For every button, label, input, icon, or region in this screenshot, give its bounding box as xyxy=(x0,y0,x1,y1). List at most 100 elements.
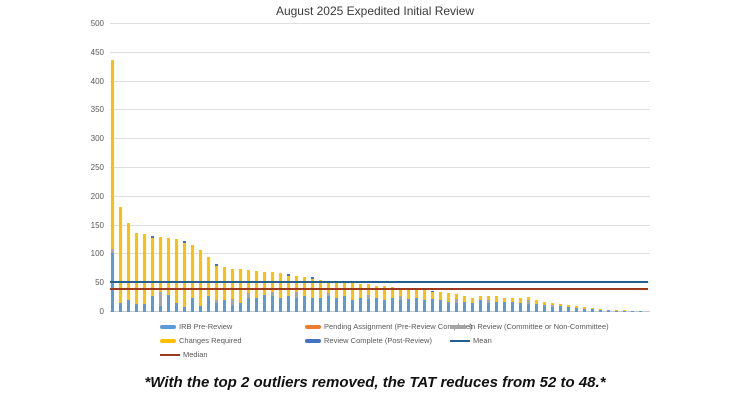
segment-changes-required xyxy=(439,291,442,301)
bar-stack xyxy=(631,310,634,312)
segment-irb-pre-review xyxy=(335,297,338,312)
bar-stack xyxy=(575,306,578,312)
gridline xyxy=(110,51,650,53)
segment-irb-pre-review xyxy=(583,309,586,312)
segment-irb-pre-review xyxy=(551,307,554,312)
y-axis-tick-label: 50 xyxy=(95,278,104,288)
gridline xyxy=(110,195,650,197)
bar-stack xyxy=(623,310,626,312)
legend-entry: Changes Required xyxy=(160,336,242,345)
segment-in-review-committee-or-non-committee xyxy=(367,294,370,300)
segment-changes-required xyxy=(239,269,242,304)
bar-stack xyxy=(495,296,498,312)
legend-label: Review Complete (Post-Review) xyxy=(324,336,432,345)
bar-stack xyxy=(111,60,114,312)
segment-changes-required xyxy=(279,272,282,298)
segment-changes-required xyxy=(575,306,578,308)
segment-changes-required xyxy=(175,238,178,303)
segment-changes-required xyxy=(567,305,570,308)
segment-irb-pre-review xyxy=(447,301,450,312)
legend-label: Mean xyxy=(473,336,492,345)
segment-changes-required xyxy=(327,280,330,293)
segment-irb-pre-review xyxy=(455,303,458,312)
bar-stack xyxy=(415,289,418,312)
segment-changes-required xyxy=(463,295,466,302)
bar-stack xyxy=(143,233,146,312)
segment-changes-required xyxy=(423,290,426,301)
segment-irb-pre-review xyxy=(367,299,370,312)
segment-changes-required xyxy=(199,250,202,307)
segment-irb-pre-review xyxy=(311,297,314,312)
segment-changes-required xyxy=(479,295,482,301)
bar-stack xyxy=(359,283,362,312)
segment-irb-pre-review xyxy=(223,300,226,312)
footnote: *With the top 2 outliers removed, the TA… xyxy=(144,374,606,391)
segment-review-complete-post-review xyxy=(215,264,218,266)
bar-stack xyxy=(535,300,538,312)
segment-changes-required xyxy=(111,60,114,250)
segment-changes-required xyxy=(607,309,610,311)
segment-irb-pre-review xyxy=(639,311,642,312)
segment-changes-required xyxy=(375,285,378,298)
plot-area: 0 50 100 150 200 250 300 350 400 450 500 xyxy=(91,20,650,316)
segment-irb-pre-review xyxy=(527,303,530,312)
bar-stack xyxy=(455,294,458,312)
segment-irb-pre-review xyxy=(599,310,602,312)
legend-row: Median xyxy=(160,350,720,364)
legend: IRB Pre-Review Pending Assignment (Pre-Re… xyxy=(160,322,720,364)
segment-changes-required xyxy=(527,297,530,300)
bar-stack xyxy=(527,297,530,312)
segment-changes-required xyxy=(303,276,306,296)
segment-irb-pre-review xyxy=(575,307,578,312)
segment-in-review-committee-or-non-committee xyxy=(551,304,554,308)
segment-irb-pre-review xyxy=(439,300,442,312)
bar-stack xyxy=(175,238,178,312)
bar-stack xyxy=(423,290,426,312)
segment-irb-pre-review xyxy=(271,295,274,312)
segment-changes-required xyxy=(231,268,234,299)
segment-irb-pre-review xyxy=(255,297,258,312)
legend-swatch-icon xyxy=(160,324,176,329)
segment-changes-required xyxy=(639,310,642,312)
y-axis-tick-label: 400 xyxy=(90,76,104,86)
segment-changes-required xyxy=(447,293,450,302)
segment-changes-required xyxy=(135,232,138,304)
segment-irb-pre-review xyxy=(519,302,522,312)
legend-entry: Pending Assignment (Pre-Review Complete) xyxy=(305,322,472,331)
segment-irb-pre-review xyxy=(479,300,482,312)
legend-row: Changes Required Review Complete (Post-Re… xyxy=(160,336,720,350)
segment-in-review-committee-or-non-committee xyxy=(399,295,402,301)
gridline xyxy=(110,224,650,226)
segment-irb-pre-review xyxy=(135,303,138,312)
segment-changes-required xyxy=(143,233,146,304)
segment-irb-pre-review xyxy=(423,300,426,312)
bar-stack xyxy=(287,274,290,312)
legend-entry: Review Complete (Post-Review) xyxy=(305,336,432,345)
segment-irb-pre-review xyxy=(127,299,130,312)
segment-in-review-committee-or-non-committee xyxy=(271,292,274,296)
segment-irb-pre-review xyxy=(431,299,434,312)
bar-stack xyxy=(127,222,130,312)
segment-changes-required xyxy=(495,296,498,302)
segment-irb-pre-review xyxy=(471,303,474,312)
bar-stack xyxy=(599,309,602,312)
bar-stack xyxy=(615,309,618,312)
legend-swatch-icon xyxy=(450,324,466,329)
segment-changes-required xyxy=(535,300,538,304)
segment-changes-required xyxy=(583,307,586,310)
bar-stack xyxy=(239,269,242,312)
bar-stack xyxy=(135,232,138,312)
bar-stack xyxy=(199,250,202,312)
segment-irb-pre-review xyxy=(383,300,386,312)
bar-stack xyxy=(319,279,322,312)
segment-in-review-committee-or-non-committee xyxy=(247,293,250,298)
legend-label: Median xyxy=(183,350,208,359)
segment-irb-pre-review xyxy=(511,301,514,312)
segment-irb-pre-review xyxy=(263,294,266,312)
bar-stack xyxy=(503,297,506,312)
segment-irb-pre-review xyxy=(359,297,362,312)
segment-changes-required xyxy=(415,289,418,298)
segment-in-review-committee-or-non-committee xyxy=(527,299,530,304)
segment-changes-required xyxy=(623,310,626,311)
bar-stack xyxy=(551,303,554,312)
